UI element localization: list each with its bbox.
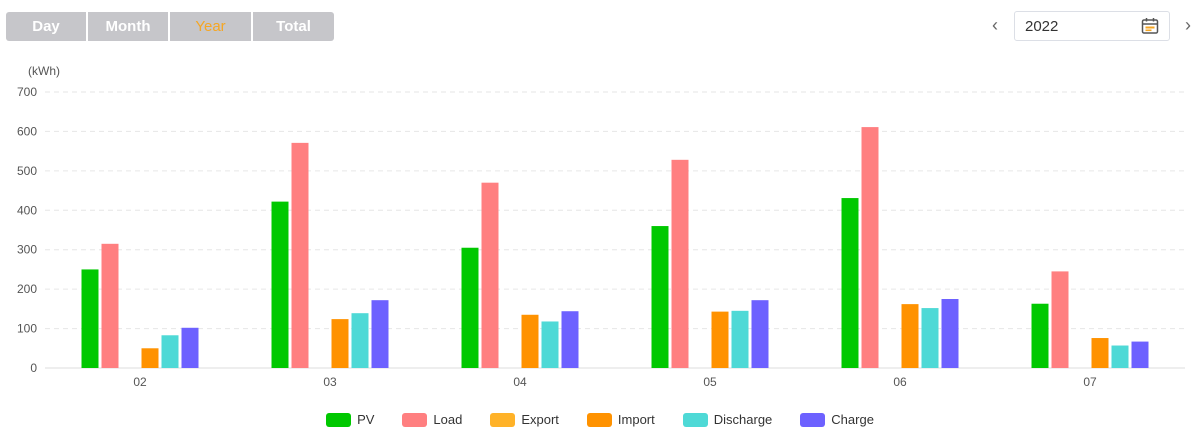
chevron-left-icon[interactable]: ‹ bbox=[992, 15, 998, 35]
y-axis-unit-label: (kWh) bbox=[28, 64, 60, 78]
bar-load-06 bbox=[861, 127, 879, 368]
y-tick-label: 400 bbox=[17, 203, 37, 217]
x-tick-label: 02 bbox=[133, 375, 147, 389]
bar-charge-05 bbox=[751, 300, 769, 368]
period-tabs: Day Month Year Total bbox=[6, 12, 334, 41]
legend-swatch bbox=[402, 412, 428, 427]
bar-load-05 bbox=[671, 159, 689, 368]
bar-discharge-04 bbox=[541, 321, 559, 368]
bar-discharge-07 bbox=[1111, 345, 1129, 368]
bar-import-06 bbox=[901, 304, 919, 368]
y-tick-label: 300 bbox=[17, 243, 37, 257]
calendar-icon[interactable] bbox=[1141, 17, 1159, 35]
tab-year[interactable]: Year bbox=[170, 12, 251, 41]
year-picker[interactable]: 2022 bbox=[1014, 11, 1170, 41]
y-tick-label: 600 bbox=[17, 124, 37, 138]
bar-discharge-06 bbox=[921, 308, 939, 368]
legend-item-export[interactable]: Export bbox=[490, 412, 559, 427]
legend-item-discharge[interactable]: Discharge bbox=[682, 412, 773, 427]
legend-swatch bbox=[326, 412, 352, 427]
tab-month[interactable]: Month bbox=[88, 12, 168, 41]
bar-import-04 bbox=[521, 314, 539, 368]
y-tick-label: 100 bbox=[17, 322, 37, 336]
bar-chart: (kWh) 0 100 200 300 400 500 600 700 02 03 04 05 06 07 bbox=[17, 64, 1185, 389]
legend-label: Charge bbox=[831, 412, 874, 427]
bar-discharge-02 bbox=[161, 335, 179, 368]
legend-label: Load bbox=[433, 412, 463, 427]
legend-label: PV bbox=[357, 412, 375, 427]
tab-day[interactable]: Day bbox=[6, 12, 86, 41]
bar-charge-07 bbox=[1131, 341, 1149, 368]
y-tick-label: 500 bbox=[17, 164, 37, 178]
y-tick-label: 700 bbox=[17, 85, 37, 99]
legend-item-load[interactable]: Load bbox=[402, 412, 462, 427]
bar-discharge-05 bbox=[731, 310, 749, 368]
x-tick-label: 06 bbox=[893, 375, 907, 389]
legend-swatch bbox=[682, 412, 708, 427]
legend-swatch bbox=[800, 412, 826, 427]
chart-legend: PV Load Export Import Discharge Charge bbox=[0, 412, 1200, 427]
bar-charge-03 bbox=[371, 300, 389, 368]
bar-charge-06 bbox=[941, 299, 959, 368]
tab-total[interactable]: Total bbox=[253, 12, 334, 41]
legend-label: Import bbox=[617, 412, 655, 427]
bar-pv-06 bbox=[841, 198, 859, 368]
bar-import-03 bbox=[331, 319, 349, 368]
y-tick-label: 0 bbox=[30, 361, 37, 375]
legend-item-import[interactable]: Import bbox=[586, 412, 655, 427]
bar-load-07 bbox=[1051, 271, 1069, 368]
bar-charge-04 bbox=[561, 311, 579, 368]
legend-label: Discharge bbox=[713, 412, 773, 427]
x-tick-label: 05 bbox=[703, 375, 717, 389]
bar-load-03 bbox=[291, 142, 309, 368]
bar-discharge-03 bbox=[351, 313, 369, 368]
bar-pv-05 bbox=[651, 226, 669, 368]
x-tick-label: 03 bbox=[323, 375, 337, 389]
bar-charge-02 bbox=[181, 327, 199, 368]
year-value: 2022 bbox=[1025, 18, 1059, 35]
bar-import-05 bbox=[711, 311, 729, 368]
legend-item-pv[interactable]: PV bbox=[326, 412, 374, 427]
legend-item-charge[interactable]: Charge bbox=[800, 412, 874, 427]
bar-import-07 bbox=[1091, 338, 1109, 368]
bar-pv-03 bbox=[271, 201, 289, 368]
bar-import-02 bbox=[141, 348, 159, 368]
bar-pv-07 bbox=[1031, 303, 1049, 368]
bar-load-02 bbox=[101, 243, 119, 368]
x-tick-label: 07 bbox=[1083, 375, 1097, 389]
bar-pv-04 bbox=[461, 247, 479, 368]
legend-swatch bbox=[490, 412, 516, 427]
chevron-right-icon[interactable]: › bbox=[1185, 15, 1191, 35]
x-tick-label: 04 bbox=[513, 375, 527, 389]
bar-load-04 bbox=[481, 182, 499, 368]
y-tick-label: 200 bbox=[17, 282, 37, 296]
legend-label: Export bbox=[521, 412, 559, 427]
legend-swatch bbox=[586, 412, 612, 427]
bar-pv-02 bbox=[81, 269, 99, 368]
